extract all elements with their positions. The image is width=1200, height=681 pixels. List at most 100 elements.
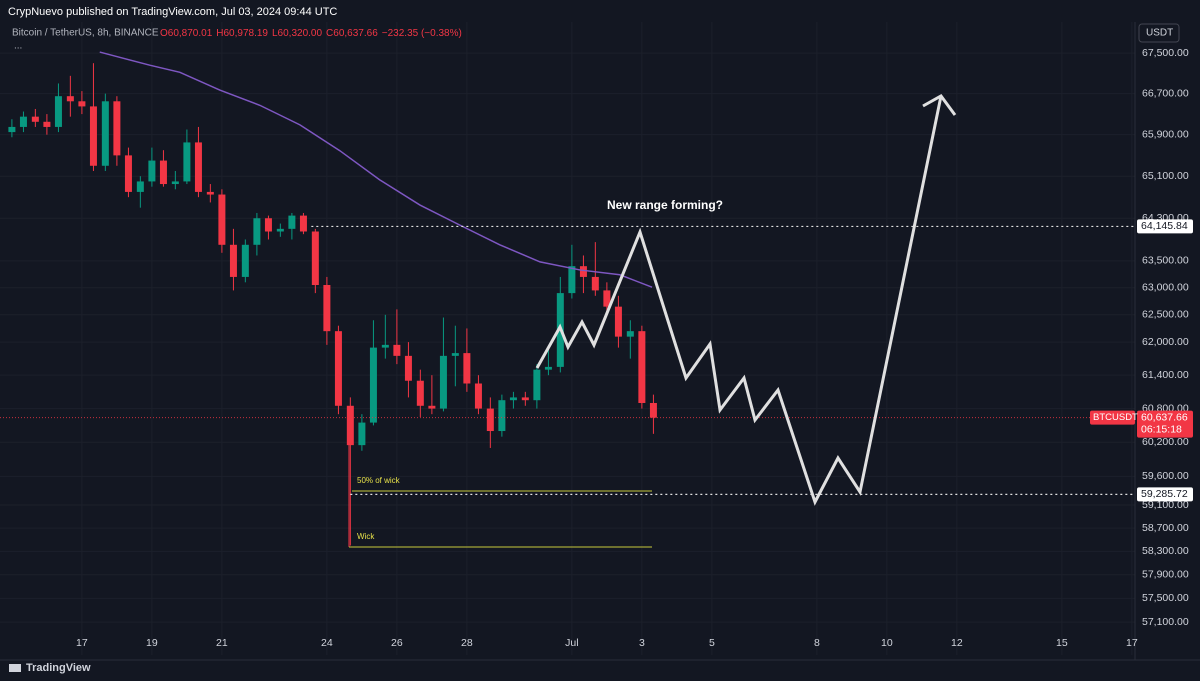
candle-body (183, 142, 191, 182)
y-tick-label: 57,100.00 (1142, 616, 1189, 628)
candle-body (463, 353, 471, 384)
y-tick-label: 66,700.00 (1142, 87, 1189, 99)
candle-body (8, 126, 16, 133)
level-label: 59,285.72 (1141, 488, 1188, 500)
last-price-box (1137, 410, 1193, 438)
candle-body (124, 155, 132, 192)
plot (0, 51, 1135, 546)
candle-body (253, 218, 261, 245)
y-tick-label: 63,000.00 (1142, 281, 1189, 293)
brand-logo (9, 664, 21, 672)
candle-body (194, 142, 202, 192)
candle-body (358, 422, 366, 446)
y-tick-label: 67,500.00 (1142, 47, 1189, 59)
candle-body (533, 369, 541, 401)
candle-body (66, 96, 74, 102)
y-tick-label: 61,400.00 (1142, 369, 1189, 381)
candle-body (288, 215, 296, 229)
level-box (1137, 487, 1193, 502)
y-tick-label: 57,900.00 (1142, 569, 1189, 581)
candle-body (346, 405, 354, 446)
ohlc-item: −232.35 (−0.38%) (382, 28, 462, 39)
projection-label: New range forming? (607, 198, 723, 212)
candle-body (416, 380, 424, 406)
countdown: 06:15:18 (1141, 423, 1182, 435)
candle-body (498, 400, 506, 432)
candle-body (486, 408, 494, 432)
candle-body (439, 355, 447, 409)
currency: USDT (1146, 28, 1173, 39)
candle-body (323, 285, 331, 332)
candle-body (649, 402, 657, 418)
candle-body (54, 96, 62, 127)
candle-body (334, 331, 342, 406)
y-tick-label: 60,200.00 (1142, 436, 1189, 448)
candle-body (171, 181, 179, 185)
ohlc-item: H60,978.19 (216, 28, 268, 39)
candle-body (614, 306, 622, 337)
level-box (1137, 219, 1193, 234)
candle-body (241, 244, 249, 277)
candle-body (136, 181, 144, 192)
last-price-label: 60,637.66 (1141, 411, 1188, 423)
candle-body (568, 266, 576, 294)
candle-body (229, 244, 237, 277)
wick-label: Wick (357, 532, 375, 541)
x-tick-label: 17 (76, 637, 88, 649)
projection-arrowhead (922, 94, 957, 116)
candle-body (404, 355, 412, 381)
projection-path (535, 95, 943, 506)
publisher: CrypNuevo published on TradingView.com, … (8, 6, 337, 18)
half-wick-label: 50% of wick (357, 476, 401, 485)
x-tick-label: 19 (146, 637, 158, 649)
x-tick-label: Jul (565, 637, 578, 649)
header-bar (0, 0, 1200, 22)
x-tick-label: 21 (216, 637, 228, 649)
candle-body (148, 160, 156, 182)
level-label: 64,145.84 (1141, 220, 1188, 232)
y-tick-label: 59,100.00 (1142, 499, 1189, 511)
x-tick-label: 5 (709, 637, 715, 649)
candle-body (31, 116, 39, 122)
candle-body (451, 353, 459, 356)
x-tick-label: 12 (951, 637, 963, 649)
candle-body (264, 218, 272, 232)
candle-body (206, 191, 214, 195)
symbol-box (1090, 410, 1135, 425)
candle-body (591, 276, 599, 291)
axes: 67,500.0066,700.0065,900.0065,100.0064,3… (76, 47, 1193, 649)
candle-body (218, 194, 226, 245)
candle-body (19, 116, 27, 127)
y-tick-label: 63,500.00 (1142, 255, 1189, 267)
x-tick-label: 24 (321, 637, 333, 649)
ohlc-legend: O60,870.01 H60,978.19 L60,320.00 C60,637.66… (160, 28, 462, 39)
candle-body (43, 121, 51, 127)
candle-body (626, 331, 634, 337)
y-tick-label: 59,600.00 (1142, 470, 1189, 482)
ohlc-item: C60,637.66 (326, 28, 378, 39)
candle-body (78, 101, 86, 107)
symbol-label: BTCUSDT (1093, 412, 1138, 423)
ohlc-item: O60,870.01 (160, 28, 213, 39)
y-tick-label: 62,500.00 (1142, 309, 1189, 321)
y-tick-label: 58,700.00 (1142, 522, 1189, 534)
candle-body (603, 290, 611, 307)
price-axis (1135, 22, 1200, 660)
more: ... (14, 41, 22, 52)
candle-body (369, 347, 377, 423)
y-tick-label: 62,000.00 (1142, 336, 1189, 348)
x-tick-label: 10 (881, 637, 893, 649)
y-tick-label: 65,100.00 (1142, 170, 1189, 182)
candle-body (276, 228, 284, 232)
candle-body (299, 215, 307, 232)
candle-body (101, 101, 109, 166)
candle-body (311, 231, 319, 286)
moving-average (99, 51, 653, 288)
candle-body (509, 397, 517, 401)
brand: TradingView (26, 662, 91, 674)
y-tick-label: 65,900.00 (1142, 128, 1189, 140)
ohlc-item: L60,320.00 (272, 28, 322, 39)
x-tick-label: 26 (391, 637, 403, 649)
